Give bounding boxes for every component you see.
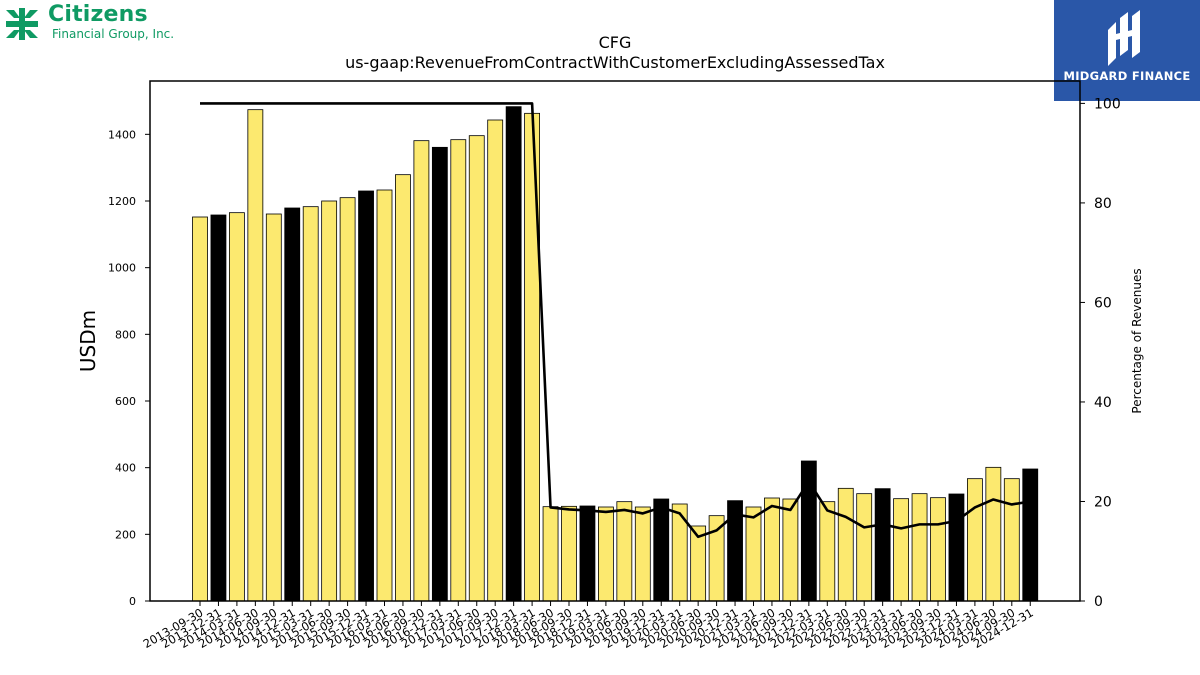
- bar-2022-09-30: [856, 493, 873, 602]
- bar-2023-03-31: [893, 498, 909, 602]
- bar-2016-06-30: [395, 174, 411, 602]
- y2-axis-label: Percentage of Revenues: [1130, 268, 1144, 413]
- percentage-line: [200, 102, 1031, 539]
- bar-2023-12-31: [948, 493, 965, 602]
- bar-2022-06-30: [837, 487, 854, 602]
- bar-2019-09-30: [634, 506, 651, 602]
- bar-2014-06-30: [247, 109, 264, 602]
- bar-2020-09-30: [708, 515, 725, 602]
- bar-2024-09-30: [1003, 478, 1020, 602]
- bar-2014-03-31: [228, 212, 245, 602]
- y-tick-label-600: 600: [115, 395, 136, 408]
- bar-2024-03-31: [967, 478, 983, 602]
- bar-2018-03-31: [524, 112, 540, 602]
- bar-2017-09-30: [487, 119, 504, 602]
- bar-2023-09-30: [930, 497, 946, 602]
- y2-tick-label-40: 40: [1094, 395, 1112, 411]
- bar-2016-09-30: [413, 140, 430, 602]
- bar-2021-06-30: [764, 497, 780, 602]
- citizens-logo: Citizens Financial Group, Inc.: [4, 2, 204, 44]
- midgard-logo-icon: [1108, 10, 1140, 66]
- bar-2018-12-31: [579, 505, 596, 602]
- y-tick-label-800: 800: [115, 328, 136, 341]
- bar-2022-12-31: [874, 488, 891, 602]
- y2-axis: 0 20 40 60 80 100: [1080, 96, 1121, 610]
- bar-2015-09-30: [339, 197, 356, 602]
- bar-2015-03-31: [302, 206, 319, 602]
- y-tick-label-1400: 1400: [108, 128, 136, 141]
- bar-2023-06-30: [911, 493, 928, 602]
- plot-frame: [149, 80, 1081, 602]
- chart-subtitle: us-gaap:RevenueFromContractWithCustomerE…: [345, 53, 885, 72]
- y-axis: 0 200 400 600 800 1000 1200 1400: [108, 128, 150, 608]
- y-tick-label-1000: 1000: [108, 262, 136, 275]
- line-group: [200, 102, 1031, 539]
- bar-2024-12-31: [1022, 468, 1039, 602]
- bar-2019-06-30: [616, 501, 633, 602]
- midgard-logo-text: MIDGARD FINANCE: [1063, 69, 1191, 83]
- y2-tick-label-100: 100: [1094, 96, 1121, 112]
- y2-tick-label-80: 80: [1094, 196, 1112, 212]
- bar-2017-06-30: [468, 135, 485, 602]
- bar-2018-09-30: [561, 505, 577, 602]
- bar-2019-12-31: [653, 498, 670, 602]
- y2-tick-label-20: 20: [1094, 494, 1112, 510]
- bar-2016-12-31: [431, 146, 448, 602]
- bar-2013-12-31: [210, 214, 227, 602]
- citizens-brand-name: Citizens: [48, 2, 148, 27]
- y-tick-label-1200: 1200: [108, 195, 136, 208]
- x-axis: 2013-09-302013-12-312014-03-312014-06-30…: [141, 601, 1036, 651]
- y-axis-label: USDm: [76, 310, 100, 372]
- bar-2016-03-31: [376, 189, 393, 602]
- y-tick-label-400: 400: [115, 462, 136, 475]
- bar-2024-06-30: [985, 466, 1002, 602]
- bar-2014-12-31: [284, 207, 301, 602]
- bar-2013-09-30: [192, 216, 208, 602]
- y2-tick-label-0: 0: [1094, 594, 1103, 610]
- y2-tick-label-60: 60: [1094, 295, 1112, 311]
- midgard-finance-logo: MIDGARD FINANCE: [1054, 0, 1200, 101]
- bar-2021-03-31: [745, 506, 762, 602]
- bar-2014-09-30: [265, 213, 282, 602]
- bar-2015-06-30: [321, 200, 338, 602]
- citizens-logo-icon: [6, 8, 38, 40]
- y-tick-label-0: 0: [129, 595, 136, 608]
- bar-2017-03-31: [450, 139, 467, 602]
- bar-2018-06-30: [542, 506, 559, 602]
- bar-2015-12-31: [358, 190, 374, 602]
- bar-2019-03-31: [598, 506, 614, 602]
- citizens-brand-subtitle: Financial Group, Inc.: [52, 27, 175, 41]
- bar-2017-12-31: [505, 106, 522, 602]
- y-tick-label-200: 200: [115, 528, 136, 541]
- chart-title: CFG: [599, 33, 632, 52]
- bar-2021-09-30: [782, 498, 799, 602]
- bar-2022-03-31: [819, 501, 836, 602]
